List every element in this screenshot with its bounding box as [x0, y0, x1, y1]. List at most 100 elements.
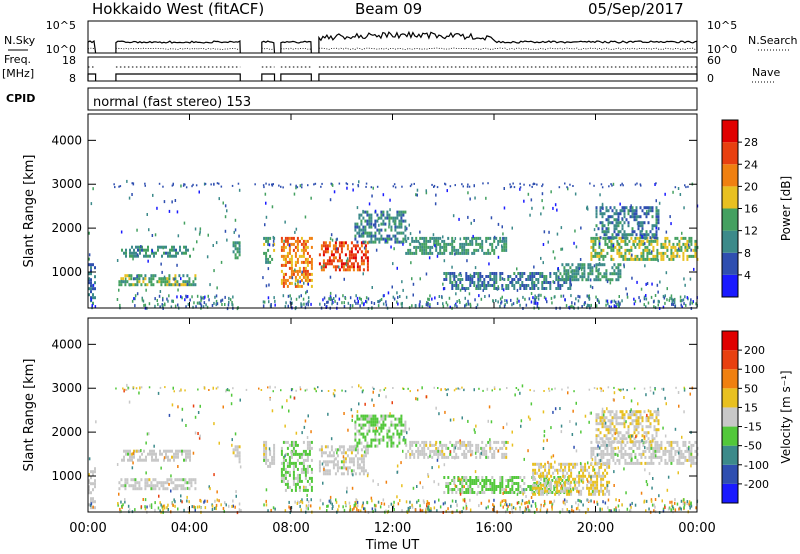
power-echo-cell [356, 250, 359, 254]
velocity-echo-cell [282, 473, 285, 477]
power-echo-cell [360, 222, 363, 226]
power-echo-cell [234, 244, 237, 248]
velocity-sparse-echo [584, 414, 587, 418]
velocity-echo-cell [286, 440, 289, 444]
power-sparse-echo [671, 300, 673, 304]
power-sparse-echo [656, 283, 659, 287]
power-echo-cell [505, 287, 508, 290]
velocity-echo-cell [651, 416, 654, 420]
power-echo-cell [415, 236, 418, 240]
velocity-sparse-echo [194, 415, 197, 419]
power-echo-cell [605, 230, 608, 234]
velocity-echo-cell [668, 449, 671, 453]
velocity-echo-cell [592, 483, 595, 487]
velocity-echo-cell [180, 487, 183, 491]
velocity-echo-cell [499, 482, 502, 485]
velocity-echo-cell [576, 489, 579, 493]
velocity-echo-cell [238, 457, 241, 461]
velocity-echo-cell [648, 443, 651, 447]
power-echo-cell [163, 251, 165, 255]
power-band-echo [357, 185, 360, 188]
velocity-echo-cell [449, 440, 452, 444]
power-sparse-echo [297, 280, 299, 284]
velocity-sparse-echo [126, 383, 128, 387]
power-echo-cell [555, 275, 558, 278]
power-band-echo [370, 186, 373, 189]
power-sparse-echo [334, 299, 336, 303]
power-sparse-echo [445, 301, 448, 305]
power-echo-cell [473, 236, 476, 240]
velocity-sparse-echo [393, 508, 395, 511]
power-echo-cell [607, 236, 610, 240]
power-echo-cell [188, 283, 191, 287]
power-echo-cell [489, 272, 492, 275]
power-sparse-echo [446, 189, 448, 193]
power-echo-cell [421, 245, 424, 249]
power-sparse-echo [671, 298, 674, 302]
velocity-echo-cell [606, 452, 609, 456]
power-echo-cell [610, 239, 613, 243]
power-sparse-echo [442, 287, 445, 291]
power-echo-cell [356, 262, 359, 266]
velocity-echo-cell [578, 480, 581, 484]
power-sparse-echo [550, 190, 552, 194]
velocity-echo-cell [310, 476, 313, 480]
velocity-sparse-echo [92, 505, 94, 509]
power-sparse-echo [538, 293, 540, 297]
power-echo-cell [90, 272, 92, 276]
power-echo-cell [350, 265, 353, 269]
velocity-echo-cell [503, 455, 506, 459]
velocity-echo-cell [621, 434, 624, 438]
velocity-echo-cell [501, 488, 504, 491]
velocity-echo-cell [273, 446, 276, 450]
velocity-echo-cell [641, 428, 644, 432]
velocity-echo-cell [265, 449, 268, 453]
velocity-sparse-echo [580, 479, 583, 483]
power-sparse-echo [626, 295, 629, 299]
velocity-echo-cell [340, 451, 343, 455]
velocity-sparse-echo [355, 502, 357, 506]
velocity-sparse-echo [380, 437, 382, 441]
velocity-echo-cell [605, 425, 608, 429]
velocity-echo-cell [532, 474, 535, 478]
velocity-echo-cell [463, 449, 466, 453]
power-band-echo [674, 186, 677, 189]
power-echo-cell [592, 245, 595, 249]
velocity-sparse-echo [550, 455, 553, 459]
velocity-echo-cell [236, 445, 239, 449]
power-echo-cell [601, 227, 604, 231]
power-sparse-echo [531, 206, 533, 210]
power-echo-cell [396, 210, 399, 214]
power-sparse-echo [586, 305, 588, 309]
velocity-sparse-echo [231, 443, 233, 447]
power-echo-cell [404, 237, 407, 241]
power-echo-cell [302, 269, 305, 273]
velocity-echo-cell [360, 432, 363, 436]
power-echo-cell [431, 236, 434, 240]
velocity-echo-cell [465, 488, 468, 491]
power-band-echo [413, 182, 415, 185]
velocity-echo-cell [302, 488, 305, 492]
power-sparse-echo [499, 304, 501, 308]
velocity-sparse-echo [456, 509, 458, 513]
velocity-echo-cell [688, 458, 691, 462]
power-echo-cell [601, 215, 604, 219]
velocity-sparse-echo [383, 502, 386, 506]
power-echo-cell [141, 248, 143, 252]
power-sparse-echo [162, 246, 164, 250]
velocity-echo-cell [657, 422, 660, 426]
power-echo-cell [169, 254, 171, 258]
power-echo-cell [519, 287, 522, 290]
velocity-echo-cell [336, 469, 339, 473]
power-echo-cell [641, 224, 644, 228]
power-echo-cell [632, 239, 635, 243]
power-colorbar-tick-label: 16 [744, 203, 758, 216]
power-echo-cell [131, 251, 133, 255]
power-echo-cell [639, 215, 642, 219]
power-echo-cell [575, 266, 578, 270]
power-echo-cell [334, 265, 337, 269]
power-echo-cell [459, 281, 462, 284]
velocity-echo-cell [559, 476, 562, 479]
power-sparse-echo [535, 296, 538, 300]
power-band-echo [144, 184, 146, 187]
